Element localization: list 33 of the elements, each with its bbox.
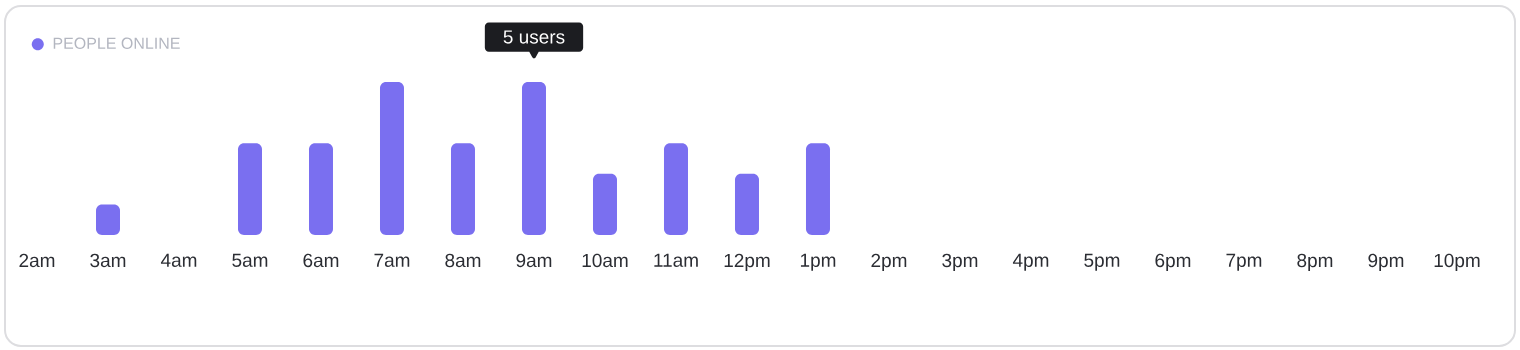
bar <box>734 173 759 235</box>
data-label: 5 users <box>503 30 565 44</box>
bar <box>309 143 333 235</box>
x-tick-label: 3am <box>90 253 126 268</box>
legend-label: PEOPLE ONLINE <box>53 37 180 49</box>
x-tick-label: 4am <box>160 253 197 267</box>
bar <box>592 173 617 235</box>
x-tick-label: 8pm <box>1297 253 1333 271</box>
x-tick-label: 9pm <box>1368 253 1404 271</box>
x-tick-label: 5pm <box>1084 253 1120 271</box>
x-tick-label: 2pm <box>871 253 907 271</box>
bar <box>379 81 404 235</box>
x-tick-label: 7pm <box>1226 253 1262 271</box>
x-tick-label: 12pm <box>724 253 770 271</box>
bar <box>805 143 830 235</box>
bar <box>663 143 688 235</box>
x-tick-label: 7am <box>374 253 410 267</box>
bar <box>521 81 546 235</box>
x-tick-label: 11am <box>654 253 698 267</box>
x-tick-label: 6pm <box>1155 253 1191 271</box>
x-tick-label: 8am <box>445 253 481 268</box>
x-tick-label: 5am <box>232 253 268 267</box>
bar <box>96 204 120 235</box>
x-tick-label: 1pm <box>800 253 836 271</box>
bar <box>450 143 475 235</box>
x-tick-label: 6am <box>303 253 339 268</box>
x-tick-label: 10am <box>582 253 628 268</box>
x-tick-label: 3pm <box>942 253 978 271</box>
x-tick-label: 9am <box>516 253 552 268</box>
x-tick-label: 10pm <box>1434 253 1480 271</box>
x-tick-label: 2am <box>19 253 55 268</box>
bar <box>238 143 262 235</box>
x-tick-label: 4pm <box>1012 253 1049 271</box>
